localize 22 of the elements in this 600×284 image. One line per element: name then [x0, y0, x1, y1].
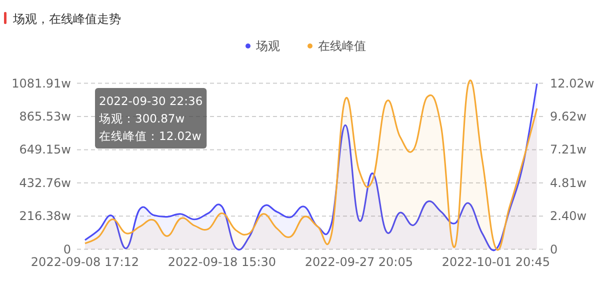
annotation: 在线峰值：12.02w [99, 129, 202, 143]
y-tick-label: 216.38w [19, 209, 72, 224]
x-tick-label: 2022-09-27 20:05 [304, 255, 414, 269]
annotation: 2022-09-30 22:36 [99, 94, 203, 108]
x-tick-label: 2022-10-01 20:45 [442, 255, 550, 269]
y2-tick-label: 12.02w [550, 76, 594, 90]
chart-title: 场观，在线峰值走势 [12, 12, 121, 26]
y-tick-label: 865.53w [19, 110, 72, 124]
legend-label: 在线峰值 [318, 39, 366, 53]
y2-tick-label: 0 [550, 242, 558, 256]
y-tick-label: 649.15w [19, 142, 72, 157]
legend-label: 场观 [255, 39, 280, 53]
y2-tick-label: 7.21w [550, 142, 587, 157]
y2-tick-label: 4.81w [550, 176, 587, 190]
y2-tick-label: 2.40w [550, 209, 587, 224]
y-tick-label: 1081.91w [12, 76, 72, 90]
y2-tick-label: 9.62w [550, 109, 587, 124]
x-tick-label: 2022-09-18 15:30 [168, 255, 276, 269]
y-tick-label: 432.76w [19, 176, 72, 190]
y-tick-label: 0 [63, 242, 71, 256]
annotation: 场观：300.87w [98, 112, 185, 126]
x-tick-label: 2022-09-08 17:12 [30, 255, 140, 269]
